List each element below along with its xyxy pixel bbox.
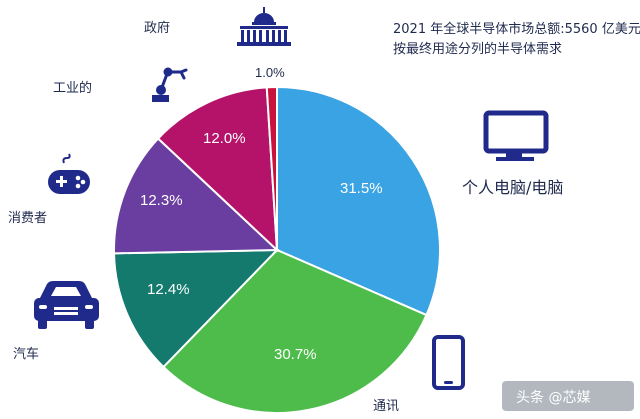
slice-value-consumer: 12.3% [140,192,183,209]
chart-title: 2021 年全球半导体市场总额:5560 亿美元 [393,21,640,37]
chart-subtitle: 按最终用途分列的半导体需求 [393,41,562,57]
car-icon [34,281,99,329]
category-label-industrial: 工业的 [53,80,92,96]
slice-value-pc: 31.5% [340,180,383,197]
category-label-communications: 通讯 [373,399,399,414]
pie-slice-communications [162,248,428,415]
pie-slice-pc [276,85,441,317]
robot-arm-icon [152,67,188,102]
gamepad-icon [48,153,90,194]
watermark: 头条 @芯媒 [516,389,590,406]
pie-slice-industrial [156,86,279,253]
pie-slices [113,85,441,415]
slice-value-government: 1.0% [255,65,285,80]
category-label-government: 政府 [144,21,170,36]
monitor-icon [483,110,549,161]
smartphone-icon [432,335,465,390]
watermark-badge [502,381,634,411]
pie-slice-automotive [113,248,280,369]
category-label-automotive: 汽车 [13,346,39,362]
pie-slice-consumer [113,137,280,255]
slice-value-communications: 30.7% [274,346,317,363]
category-label-pc: 个人电脑/电脑 [462,178,563,197]
capitol-icon [237,7,291,46]
pie-slice-government [265,85,278,251]
category-label-consumer: 消费者 [8,211,47,226]
slice-value-industrial: 12.0% [203,130,246,147]
slice-value-automotive: 12.4% [147,281,190,298]
